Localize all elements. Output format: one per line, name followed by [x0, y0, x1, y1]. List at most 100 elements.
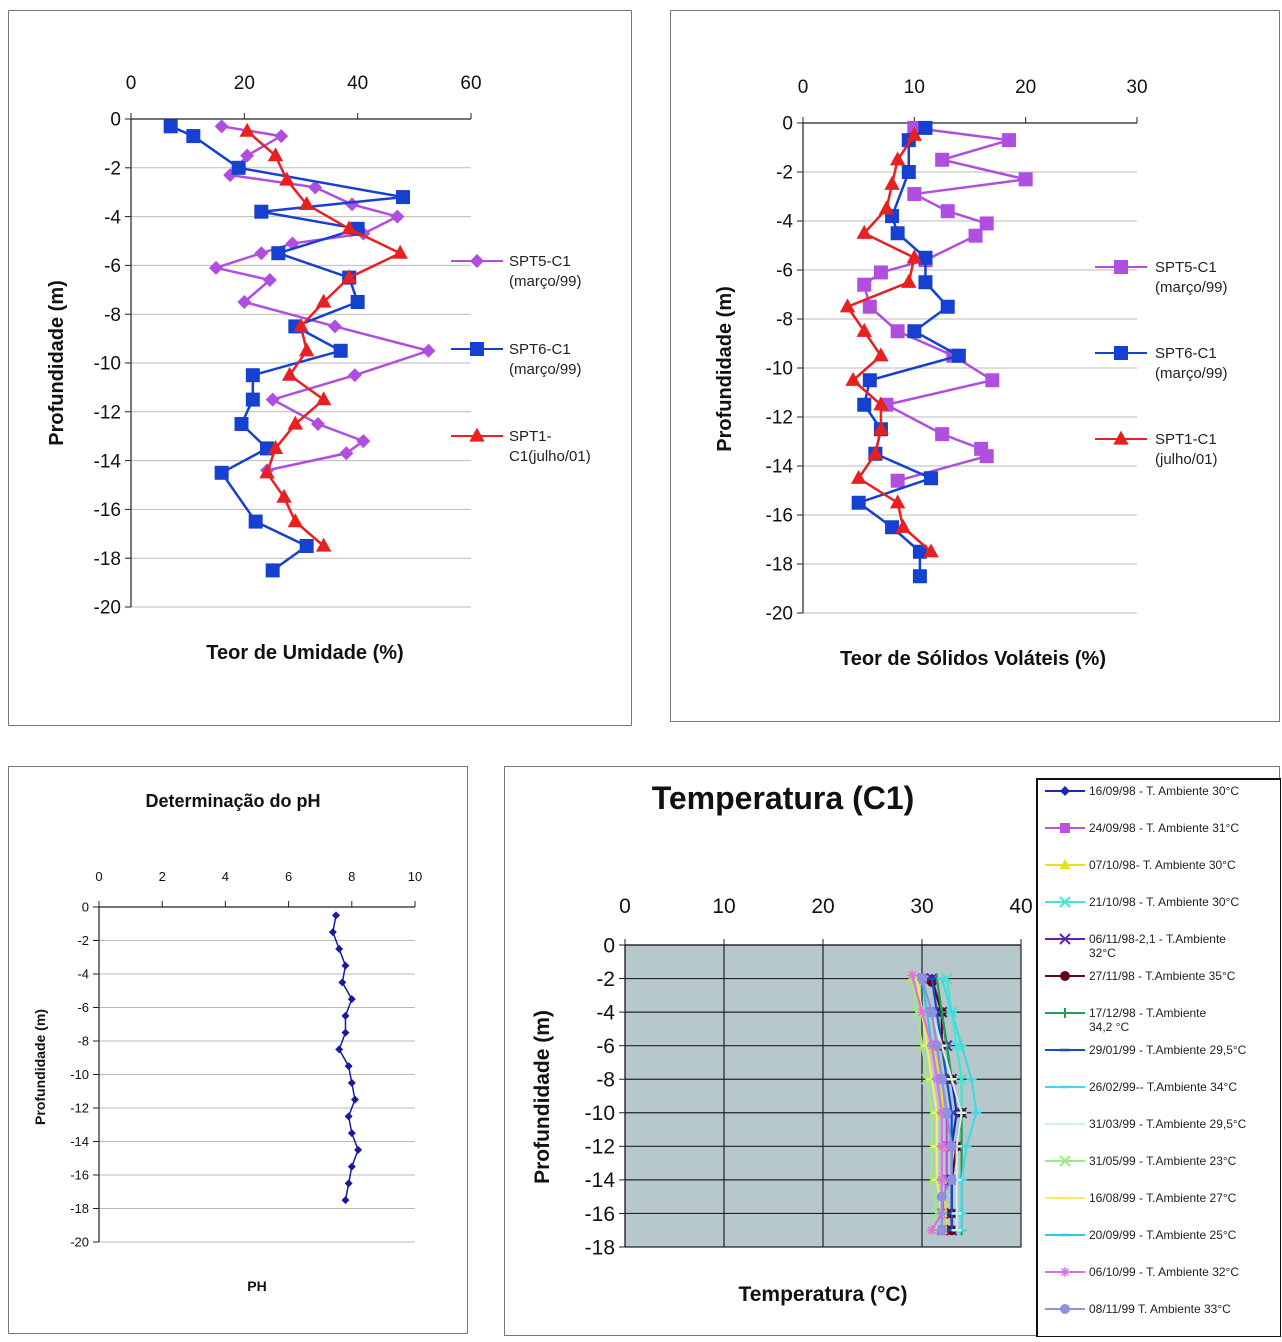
data-point: [347, 368, 362, 383]
data-point: [344, 1062, 353, 1071]
data-point: [341, 220, 357, 235]
x-axis-label: Teor de Umidade (%): [206, 642, 403, 664]
legend-marker: [1060, 971, 1070, 981]
data-point: [267, 147, 284, 162]
x-tick-label: 20: [1015, 77, 1036, 98]
y-tick-label: -4: [104, 207, 121, 228]
data-point: [936, 1141, 947, 1152]
data-point: [873, 420, 889, 435]
y-tick-label: -12: [70, 1101, 89, 1116]
data-point: [901, 273, 917, 288]
data-point: [890, 473, 905, 488]
data-point: [276, 488, 292, 503]
data-point: [912, 569, 927, 584]
y-tick-label: -6: [104, 256, 121, 277]
data-point: [315, 537, 332, 552]
legend-label: 31/03/99 - T.Ambiente 29,5°C: [1089, 1117, 1247, 1131]
x-tick-label: 6: [285, 869, 292, 884]
legend-label: SPT1-C1(julho/01): [509, 428, 591, 465]
data-point: [1001, 133, 1016, 148]
data-point: [912, 544, 927, 559]
y-tick-label: -6: [77, 1000, 89, 1015]
x-tick-label: 8: [348, 869, 355, 884]
data-point: [906, 249, 923, 264]
legend-label: 27/11/98 - T.Ambiente 35°C: [1089, 969, 1236, 983]
data-point: [350, 1095, 359, 1104]
data-point: [968, 228, 983, 243]
data-point: [946, 1141, 957, 1152]
data-point: [341, 269, 357, 284]
legend-label: SPT6-C1 (março/99): [1155, 345, 1228, 382]
data-point: [917, 973, 927, 984]
data-point: [890, 226, 905, 241]
y-tick-label: -14: [766, 457, 794, 478]
y-tick-label: -6: [776, 261, 793, 282]
data-point: [341, 1196, 350, 1205]
data-point: [889, 494, 906, 509]
legend-label: 29/01/99 - T.Ambiente 29,5°C: [1089, 1043, 1247, 1057]
legend-marker: [1114, 260, 1128, 274]
data-point: [281, 366, 298, 381]
data-point: [890, 324, 905, 339]
data-point: [936, 1225, 947, 1236]
legend-marker: [1059, 1155, 1071, 1167]
y-tick-label: -10: [766, 359, 793, 380]
data-point: [392, 244, 408, 259]
data-point: [239, 122, 255, 137]
data-point: [271, 246, 286, 261]
data-point: [856, 224, 872, 239]
data-point: [341, 1028, 350, 1037]
data-point: [851, 495, 866, 510]
legend-label: 21/10/98 - T. Ambiente 30°C: [1089, 895, 1239, 909]
data-point: [936, 1074, 947, 1085]
data-point: [186, 129, 201, 144]
data-point: [332, 911, 340, 920]
x-tick-label: 60: [460, 73, 481, 94]
data-point: [907, 324, 922, 339]
legend-label: 26/02/99-- T.Ambiente 34°C: [1089, 1080, 1237, 1094]
y-tick-label: -12: [766, 408, 793, 429]
legend-marker: [1060, 786, 1070, 796]
data-point: [274, 129, 289, 144]
x-tick-label: 10: [904, 77, 925, 98]
y-tick-label: -18: [94, 549, 121, 570]
data-point: [335, 944, 344, 953]
data-point: [936, 1191, 947, 1202]
chart-title: Determinação do pH: [145, 791, 320, 811]
chart-moisture: 0 -2 -4 -6 -8 -10 -12 -14 -16 -18 -20 0 20 40 60 Teor d…: [46, 73, 591, 664]
data-point: [287, 415, 304, 430]
legend-label: SPT5-C1 (março/99): [1155, 259, 1228, 296]
data-point: [298, 342, 315, 357]
y-tick-label: -14: [70, 1134, 89, 1149]
data-point: [299, 539, 314, 553]
y-tick-label: -14: [94, 451, 122, 472]
x-tick-label: 10: [712, 895, 735, 918]
data-point: [856, 322, 872, 337]
y-tick-label: -20: [70, 1235, 89, 1250]
legend-label: 31/05/99 - T.Ambiente 23°C: [1089, 1154, 1237, 1168]
y-tick-label: -16: [94, 500, 121, 521]
data-point: [237, 295, 252, 309]
legend-marker: [1060, 823, 1070, 833]
data-point: [884, 175, 900, 190]
data-point: [259, 464, 275, 479]
y-tick-label: -18: [585, 1236, 615, 1259]
legend-label: 08/11/99 T. Ambiente 33°C: [1089, 1302, 1231, 1316]
y-tick-label: 0: [82, 900, 89, 915]
data-point: [293, 318, 309, 332]
x-tick-label: 0: [798, 77, 809, 98]
chart-title: Temperatura (C1): [652, 780, 915, 816]
x-tick-label: 20: [234, 73, 255, 94]
panel-ph: Determinação do pH 0 -2 -4 -6 -8 -10 -12 -14 -16 -…: [8, 766, 468, 1334]
y-tick-label: -8: [77, 1034, 89, 1049]
data-point: [254, 246, 269, 261]
legend-label: SPT6-C1 (março/99): [509, 341, 582, 378]
legend-marker: [1059, 896, 1071, 908]
y-tick-label: -4: [77, 967, 89, 982]
legend-marker: [470, 342, 484, 356]
chart-temperature: Temperatura (C1) 0 -2 -4 -6 -8 -10 -12 -14 -16 -18…: [531, 778, 1282, 1338]
legend-label: 06/10/99 - T. Ambiente 32°C: [1089, 1265, 1239, 1279]
data-point: [924, 471, 939, 486]
data-point: [889, 151, 906, 166]
data-point: [878, 200, 895, 215]
